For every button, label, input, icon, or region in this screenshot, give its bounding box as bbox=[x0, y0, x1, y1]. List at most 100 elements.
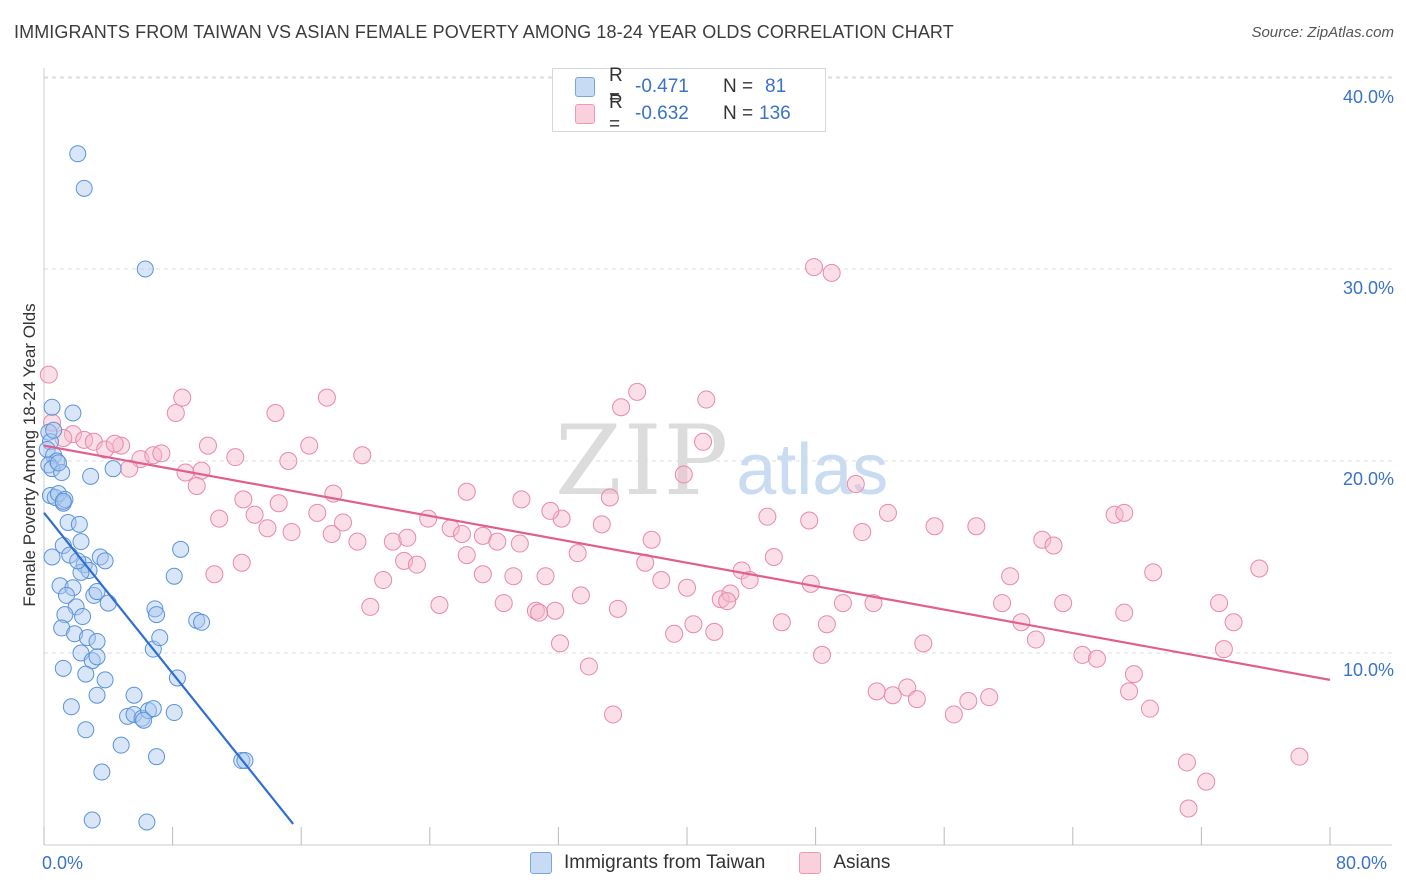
point-taiwan bbox=[69, 145, 87, 163]
point-taiwan bbox=[144, 700, 162, 718]
point-asians bbox=[898, 678, 917, 697]
point-taiwan bbox=[88, 648, 106, 666]
point-asians bbox=[1124, 665, 1143, 684]
point-taiwan bbox=[104, 460, 122, 478]
point-asians bbox=[652, 571, 671, 590]
point-taiwan bbox=[236, 752, 254, 770]
point-asians bbox=[628, 382, 647, 401]
point-taiwan bbox=[146, 600, 164, 618]
point-asians bbox=[504, 567, 523, 586]
legend-n-value: 81 bbox=[765, 76, 787, 97]
legend-item-asians[interactable]: Asians bbox=[799, 852, 890, 874]
point-taiwan bbox=[172, 540, 190, 558]
point-asians bbox=[878, 503, 897, 522]
point-asians bbox=[674, 465, 693, 484]
point-taiwan bbox=[78, 629, 96, 647]
x-tick-label-max: 80.0% bbox=[1336, 853, 1388, 873]
point-asians bbox=[1033, 530, 1052, 549]
point-asians bbox=[684, 615, 703, 634]
point-taiwan bbox=[69, 552, 87, 570]
point-asians bbox=[705, 622, 724, 641]
legend-item-taiwan[interactable]: Immigrants from Taiwan bbox=[530, 852, 765, 874]
y-tick-label-40: 40.0% bbox=[1342, 87, 1394, 107]
point-asians bbox=[1120, 682, 1139, 701]
legend-label-asians: Asians bbox=[833, 852, 891, 873]
point-asians bbox=[568, 544, 587, 563]
point-asians bbox=[846, 475, 865, 494]
point-asians bbox=[205, 565, 224, 584]
point-asians bbox=[398, 528, 417, 547]
point-asians bbox=[348, 532, 367, 551]
point-asians bbox=[764, 548, 783, 566]
point-asians bbox=[96, 440, 115, 459]
y-tick-label-30: 30.0% bbox=[1342, 278, 1394, 298]
point-asians bbox=[105, 434, 124, 453]
point-asians bbox=[192, 461, 211, 480]
point-asians bbox=[430, 596, 449, 614]
point-asians bbox=[317, 388, 336, 407]
point-asians bbox=[907, 690, 926, 709]
point-asians bbox=[1210, 594, 1229, 613]
point-taiwan bbox=[53, 464, 71, 482]
point-taiwan bbox=[43, 460, 61, 478]
point-asians bbox=[1054, 594, 1073, 613]
point-taiwan bbox=[88, 686, 106, 704]
point-taiwan bbox=[77, 665, 95, 683]
point-asians bbox=[604, 705, 623, 724]
point-taiwan bbox=[56, 606, 74, 624]
point-asians bbox=[541, 501, 560, 520]
point-taiwan bbox=[49, 454, 67, 472]
point-asians bbox=[883, 686, 902, 705]
point-taiwan bbox=[96, 552, 114, 570]
point-taiwan bbox=[88, 583, 106, 601]
point-asians bbox=[592, 515, 611, 534]
point-asians bbox=[678, 578, 696, 597]
point-taiwan bbox=[88, 632, 106, 650]
point-taiwan bbox=[165, 704, 183, 722]
point-asians bbox=[867, 682, 886, 701]
point-asians bbox=[1224, 613, 1243, 632]
point-taiwan bbox=[74, 608, 92, 626]
point-asians bbox=[234, 490, 253, 509]
trendline-taiwan bbox=[43, 512, 295, 825]
point-taiwan bbox=[72, 533, 90, 551]
watermark-atlas: atlas bbox=[736, 430, 889, 510]
point-asians bbox=[308, 503, 327, 522]
legend-swatch-taiwan bbox=[530, 852, 552, 874]
y-tick-label-20: 20.0% bbox=[1342, 469, 1394, 489]
point-asians bbox=[772, 613, 791, 632]
point-taiwan bbox=[148, 748, 166, 766]
point-asians bbox=[800, 511, 819, 530]
legend-n-value: 136 bbox=[759, 103, 791, 124]
point-taiwan bbox=[51, 577, 69, 595]
point-asians bbox=[198, 436, 217, 455]
point-asians bbox=[374, 571, 393, 590]
point-asians bbox=[612, 398, 631, 417]
point-asians bbox=[642, 530, 661, 549]
point-asians bbox=[864, 594, 883, 613]
point-asians bbox=[473, 565, 492, 584]
correlation-legend: R = -0.471 N = 81 R = -0.632 N = 136 bbox=[552, 65, 826, 135]
point-asians bbox=[853, 523, 872, 542]
point-asians bbox=[300, 436, 319, 455]
point-taiwan bbox=[77, 721, 95, 739]
point-asians bbox=[282, 523, 301, 542]
point-asians bbox=[1001, 567, 1020, 586]
point-asians bbox=[925, 517, 944, 536]
legend-r-value: -0.632 bbox=[635, 103, 689, 124]
point-asians bbox=[353, 446, 372, 465]
point-taiwan bbox=[83, 811, 101, 829]
point-asians bbox=[665, 624, 684, 643]
legend-n-label: N = bbox=[723, 76, 754, 97]
point-taiwan bbox=[43, 398, 61, 416]
legend-n-label: N = bbox=[723, 103, 754, 124]
point-taiwan bbox=[125, 686, 143, 704]
point-taiwan bbox=[119, 707, 137, 725]
point-asians bbox=[173, 388, 192, 407]
chart-title: IMMIGRANTS FROM TAIWAN VS ASIAN FEMALE P… bbox=[14, 22, 954, 42]
source-label: Source: ZipAtlas.com bbox=[1251, 24, 1394, 41]
point-asians bbox=[551, 634, 570, 653]
point-asians bbox=[152, 444, 171, 463]
series-legend: Immigrants from Taiwan Asians bbox=[530, 852, 924, 874]
point-asians bbox=[546, 601, 565, 620]
